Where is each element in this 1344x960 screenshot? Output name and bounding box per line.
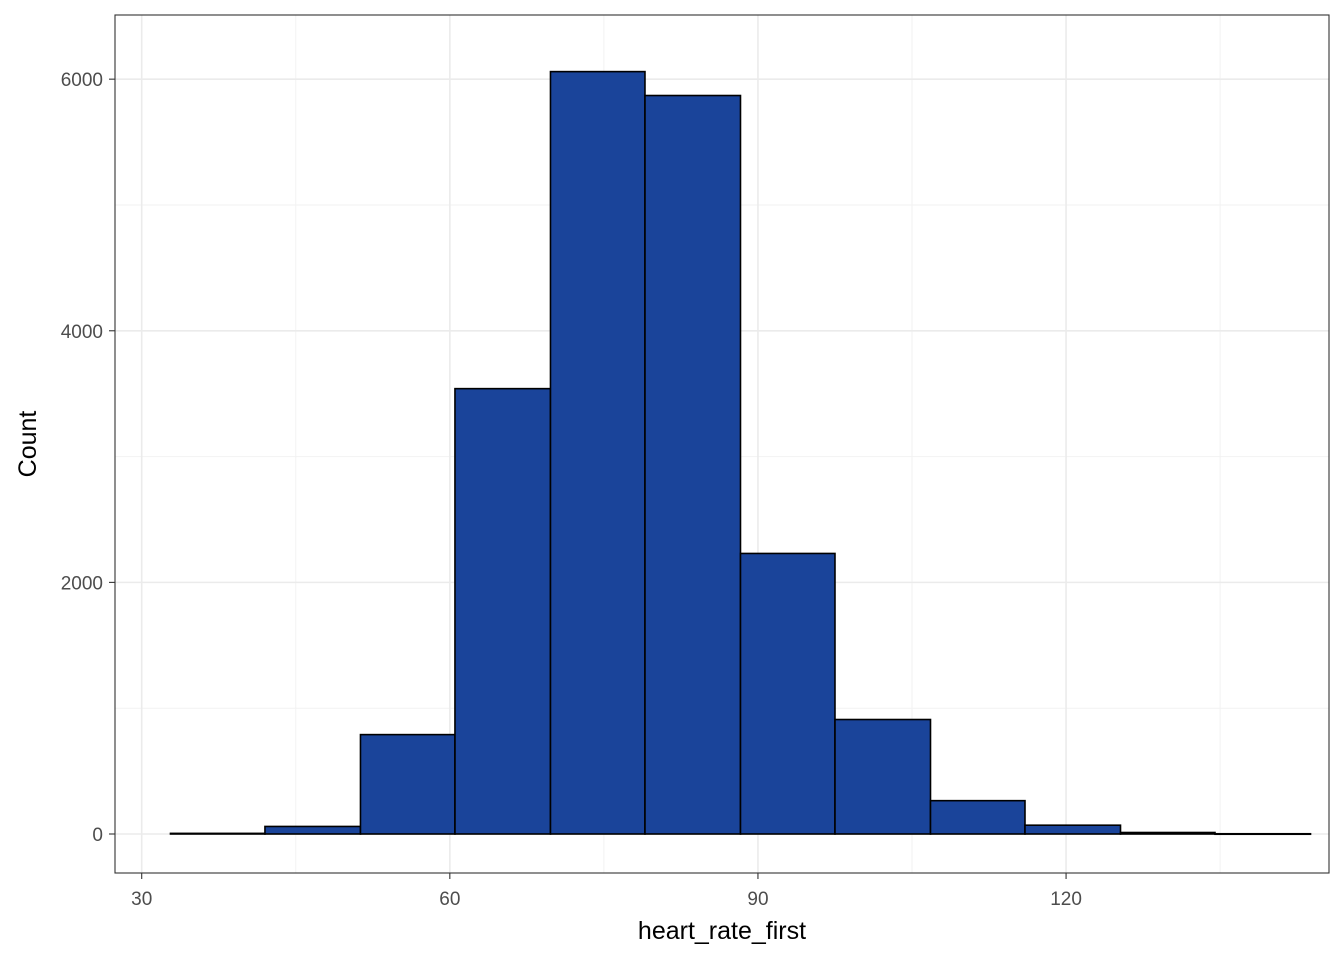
y-axis-title: Count [14, 411, 42, 478]
x-tick-label: 30 [131, 889, 152, 910]
y-tick-label: 6000 [61, 70, 103, 91]
histogram-bar [739, 552, 836, 835]
y-tick-label: 0 [92, 825, 103, 846]
x-tick-label: 120 [1050, 889, 1082, 910]
histogram-bar [169, 832, 266, 835]
histogram-bar [359, 733, 456, 835]
histogram-bar [1119, 831, 1216, 835]
x-axis-title: heart_rate_first [638, 917, 806, 945]
histogram-bars [169, 70, 1312, 836]
y-tick-label: 2000 [61, 573, 103, 594]
histogram-bar [549, 70, 646, 835]
histogram-bar [834, 718, 932, 835]
x-tick-label: 60 [439, 889, 460, 910]
x-tick-label: 90 [747, 889, 768, 910]
x-axis: 30 60 90 120 [131, 873, 1082, 910]
histogram-bar [454, 387, 552, 835]
histogram-bar [929, 799, 1026, 835]
histogram-bar [644, 94, 742, 835]
y-axis: 0 2000 4000 6000 [61, 70, 115, 846]
panel-border [114, 14, 1330, 874]
histogram-bar [264, 825, 362, 835]
histogram-bar [1214, 832, 1312, 836]
y-tick-label: 4000 [61, 322, 103, 343]
histogram-bar [1024, 824, 1122, 835]
